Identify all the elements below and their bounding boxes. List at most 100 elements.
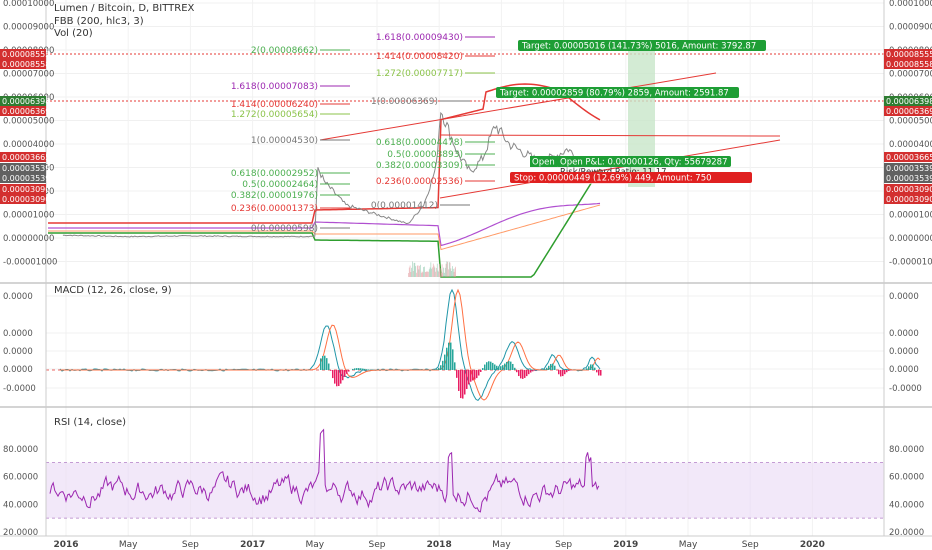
y-tick-left-macd: 0.0000 bbox=[3, 292, 33, 302]
volume-bar bbox=[424, 266, 425, 277]
macd-histogram-bar bbox=[358, 368, 360, 370]
fib-level[interactable]: 0.618(0.00002952) bbox=[231, 169, 350, 179]
y-tick-left-rsi: 60.0000 bbox=[3, 473, 38, 483]
price-flag-left-label: 0.00003665 bbox=[2, 153, 50, 162]
price-flag-right[interactable]: 0.00006398 bbox=[884, 96, 932, 106]
indicator-legend-vol[interactable]: Vol (20) bbox=[54, 28, 93, 39]
macd-histogram-bar bbox=[484, 364, 486, 370]
macd-histogram-bar bbox=[544, 369, 546, 370]
price-flag-left[interactable]: 0.00008555 bbox=[0, 49, 50, 59]
fib-level[interactable]: 0.236(0.00002536) bbox=[376, 177, 495, 187]
fib-level-label: 1(0.00006369) bbox=[371, 97, 438, 107]
y-tick-right-macd: 0.0000 bbox=[889, 347, 919, 357]
x-tick-label: May bbox=[119, 540, 138, 550]
trade-label[interactable]: Target: 0.00002859 (80.79%) 2859, Amount… bbox=[496, 87, 739, 99]
fib-level[interactable]: 2(0.00008662) bbox=[251, 46, 350, 56]
volume-bar bbox=[418, 269, 420, 277]
macd-histogram-bar bbox=[592, 364, 594, 370]
price-flag-left[interactable]: 0.00006398 bbox=[0, 96, 50, 106]
price-flag-right[interactable]: 0.00008558 bbox=[884, 59, 932, 69]
price-flag-right[interactable]: 0.00003090 bbox=[884, 194, 932, 204]
indicator-legend-fbb[interactable]: FBB (200, hlc3, 3) bbox=[54, 16, 144, 27]
price-flag-right[interactable]: 0.00008555 bbox=[884, 49, 932, 59]
macd-histogram-bar bbox=[324, 355, 326, 370]
price-flag-left-label: 0.00003090 bbox=[2, 185, 50, 194]
macd-histogram-bar bbox=[450, 342, 452, 370]
price-flag-right[interactable]: 0.00003539 bbox=[884, 173, 932, 183]
fib-level[interactable]: 0.382(0.00003309) bbox=[376, 161, 495, 171]
fib-level[interactable]: 0.618(0.00004478) bbox=[376, 138, 495, 148]
macd-histogram-bar bbox=[510, 361, 512, 370]
fib-level[interactable]: 1.618(0.00009430) bbox=[376, 33, 495, 43]
fib-level[interactable]: 0(0.00000598) bbox=[251, 224, 350, 234]
rsi-legend[interactable]: RSI (14, close) bbox=[54, 417, 126, 428]
price-flag-right[interactable]: 0.00003665 bbox=[884, 152, 932, 162]
trend-line-upper[interactable] bbox=[319, 72, 717, 141]
fib-level-label: 1(0.00004530) bbox=[251, 136, 318, 146]
macd-histogram-bar bbox=[474, 370, 476, 380]
price-flag-right[interactable]: 0.00003090 bbox=[884, 184, 932, 194]
trend-line-lower[interactable] bbox=[439, 139, 781, 199]
fib-level[interactable]: 1.414(0.00008420) bbox=[376, 52, 495, 62]
fib-level[interactable]: 1.272(0.00005654) bbox=[231, 110, 350, 120]
fib-level[interactable]: 0.236(0.00001373) bbox=[231, 204, 350, 214]
x-tick-label: 2019 bbox=[613, 540, 638, 550]
macd-histogram-bar bbox=[440, 365, 442, 370]
y-tick-right-macd: -0.0000 bbox=[889, 384, 922, 394]
volume-bar bbox=[436, 267, 437, 277]
macd-histogram-bar bbox=[366, 369, 368, 370]
trade-label-bg bbox=[556, 156, 731, 167]
fib-level[interactable]: 1.272(0.00007717) bbox=[376, 69, 495, 79]
trade-label[interactable]: Stop: 0.00000449 (12.69%) 449, Amount: 7… bbox=[510, 172, 752, 184]
macd-histogram-bar bbox=[346, 370, 348, 374]
volume-bar bbox=[433, 265, 435, 277]
fib-level[interactable]: 0.5(0.00003893) bbox=[387, 150, 495, 160]
trade-label[interactable]: Target: 0.00005016 (141.73%) 5016, Amoun… bbox=[518, 40, 766, 52]
band-lower-orange bbox=[48, 204, 601, 251]
trade-open-tag[interactable]: Open bbox=[530, 156, 557, 168]
price-flag-right-label: 0.00006398 bbox=[886, 97, 932, 106]
trend-line-mid[interactable] bbox=[439, 134, 781, 137]
bollinger-bands bbox=[48, 83, 601, 278]
volume-bar bbox=[443, 267, 444, 277]
price-flag-right[interactable]: 0.00003539 bbox=[884, 163, 932, 173]
fib-level[interactable]: 0.382(0.00001976) bbox=[231, 191, 350, 201]
fib-level[interactable]: 1.618(0.00007083) bbox=[231, 82, 350, 92]
fib-level[interactable]: 1(0.00004530) bbox=[251, 136, 350, 146]
y-tick-left-rsi: 20.0000 bbox=[3, 528, 38, 538]
price-flag-right-label: 0.00008555 bbox=[886, 50, 932, 59]
macd-histogram-bar bbox=[598, 370, 600, 376]
price-flag-left-label: 0.00003539 bbox=[2, 164, 50, 173]
price-flag-left[interactable]: 0.00003090 bbox=[0, 184, 50, 194]
price-flag-left[interactable]: 0.00008558 bbox=[0, 59, 50, 69]
volume-bar bbox=[452, 266, 453, 277]
y-tick-left-main: -0.00001000 bbox=[3, 258, 57, 268]
macd-histogram-bar bbox=[338, 370, 340, 387]
volume-bar bbox=[432, 263, 434, 277]
price-flag-right-bg bbox=[884, 163, 932, 173]
price-flag-left[interactable]: 0.00006369 bbox=[0, 106, 50, 116]
macd-histogram-bar bbox=[458, 370, 460, 391]
fib-level-label: 0(0.00000598) bbox=[251, 224, 318, 234]
fib-level[interactable]: 0.5(0.00002464) bbox=[242, 180, 350, 190]
fib-level[interactable]: 1.414(0.00006240) bbox=[231, 100, 350, 110]
price-flag-left[interactable]: 0.00003090 bbox=[0, 194, 50, 204]
macd-legend[interactable]: MACD (12, 26, close, 9) bbox=[54, 285, 172, 296]
fib-level[interactable]: 0(0.00001412) bbox=[371, 201, 470, 211]
trade-label[interactable]: Open P&L: 0.00000126, Qty: 55679287 bbox=[556, 156, 731, 168]
band-upper-red bbox=[48, 83, 601, 224]
volume-bar bbox=[432, 267, 433, 277]
macd-histogram-bar bbox=[342, 370, 344, 381]
fib-level[interactable]: 1(0.00006369) bbox=[371, 97, 470, 107]
y-tick-left-main: 0.00000000 bbox=[3, 234, 54, 244]
price-flag-left[interactable]: 0.00003539 bbox=[0, 173, 50, 183]
price-flag-right[interactable]: 0.00006369 bbox=[884, 106, 932, 116]
price-flag-left[interactable]: 0.00003539 bbox=[0, 163, 50, 173]
macd-histogram-bar bbox=[554, 365, 556, 370]
fib-level-label: 0.618(0.00002952) bbox=[231, 169, 318, 179]
macd-histogram-bar bbox=[506, 361, 508, 370]
macd-histogram-bar bbox=[466, 370, 468, 389]
price-flag-left[interactable]: 0.00003665 bbox=[0, 152, 50, 162]
macd-histogram-bar bbox=[502, 365, 504, 370]
